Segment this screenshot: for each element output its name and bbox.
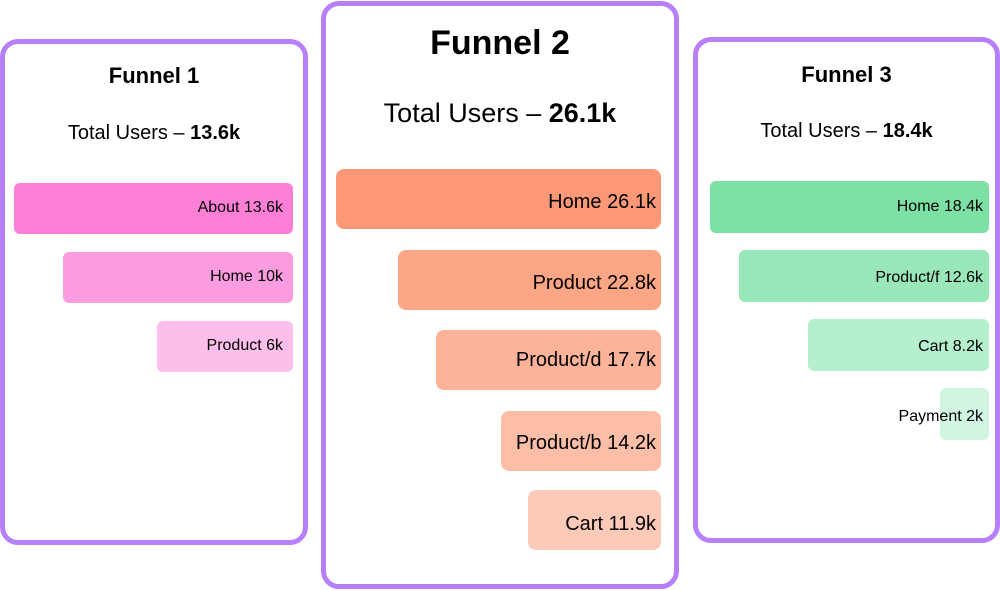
total-users-label: Total Users – xyxy=(67,122,191,144)
funnel-2-panel: Funnel 2 Total Users – 26.1k Home 26.1k … xyxy=(321,1,679,589)
total-users-value: 26.1k xyxy=(548,98,617,128)
funnel-3-bar-cart xyxy=(808,319,989,371)
funnel-2-bar-label: Product 22.8k xyxy=(532,272,656,294)
total-users-value: 18.4k xyxy=(882,120,933,142)
funnel-2-bar-home xyxy=(336,169,661,229)
funnel-3-bar-payment xyxy=(940,388,989,440)
funnel-3-title: Funnel 3 xyxy=(801,62,892,87)
funnel-1-bar-about xyxy=(14,183,293,234)
funnel-3-panel: Funnel 3 Total Users – 18.4k Home 18.4k … xyxy=(693,37,1000,543)
funnel-1-total-users: Total Users – 13.6k xyxy=(5,122,303,145)
funnel-1-bar-product xyxy=(157,321,293,372)
funnel-2-bar-label: Product/d 17.7k xyxy=(515,349,656,371)
funnel-3-bar-label: Cart 8.2k xyxy=(918,338,983,355)
funnel-1-bar-home xyxy=(63,252,293,303)
funnel-2-bar-label: Home 26.1k xyxy=(548,191,656,213)
funnel-2-total-users: Total Users – 26.1k xyxy=(326,98,674,129)
funnel-2-bar-label: Product/b 14.2k xyxy=(515,432,656,454)
funnel-1-bar-label: Home 10k xyxy=(210,268,283,285)
total-users-label: Total Users – xyxy=(383,98,549,128)
funnel-1-title: Funnel 1 xyxy=(108,63,200,88)
funnel-1-bar-label: Product 6k xyxy=(206,337,283,354)
funnel-1-bar-label: About 13.6k xyxy=(197,199,283,216)
funnel-3-bar-product-f xyxy=(739,250,989,302)
funnel-2-title: Funnel 2 xyxy=(430,24,570,62)
funnel-3-bar-label: Product/f 12.6k xyxy=(875,269,983,286)
funnel-1-panel: Funnel 1 Total Users – 13.6k About 13.6k… xyxy=(0,39,308,545)
funnel-2-bar-product-d xyxy=(436,330,661,390)
funnel-2-bar-cart xyxy=(528,490,661,550)
funnel-2-bar-label: Cart 11.9k xyxy=(565,513,656,535)
funnel-3-bar-label: Home 18.4k xyxy=(896,198,983,215)
funnel-3-total-users: Total Users – 18.4k xyxy=(698,120,995,143)
funnel-2-bar-product-b xyxy=(501,411,661,471)
funnel-2-bar-product xyxy=(398,250,661,310)
funnel-3-bar-label: Payment 2k xyxy=(898,408,983,425)
funnel-3-bar-home xyxy=(710,181,989,233)
total-users-value: 13.6k xyxy=(190,122,241,144)
total-users-label: Total Users – xyxy=(760,120,883,142)
